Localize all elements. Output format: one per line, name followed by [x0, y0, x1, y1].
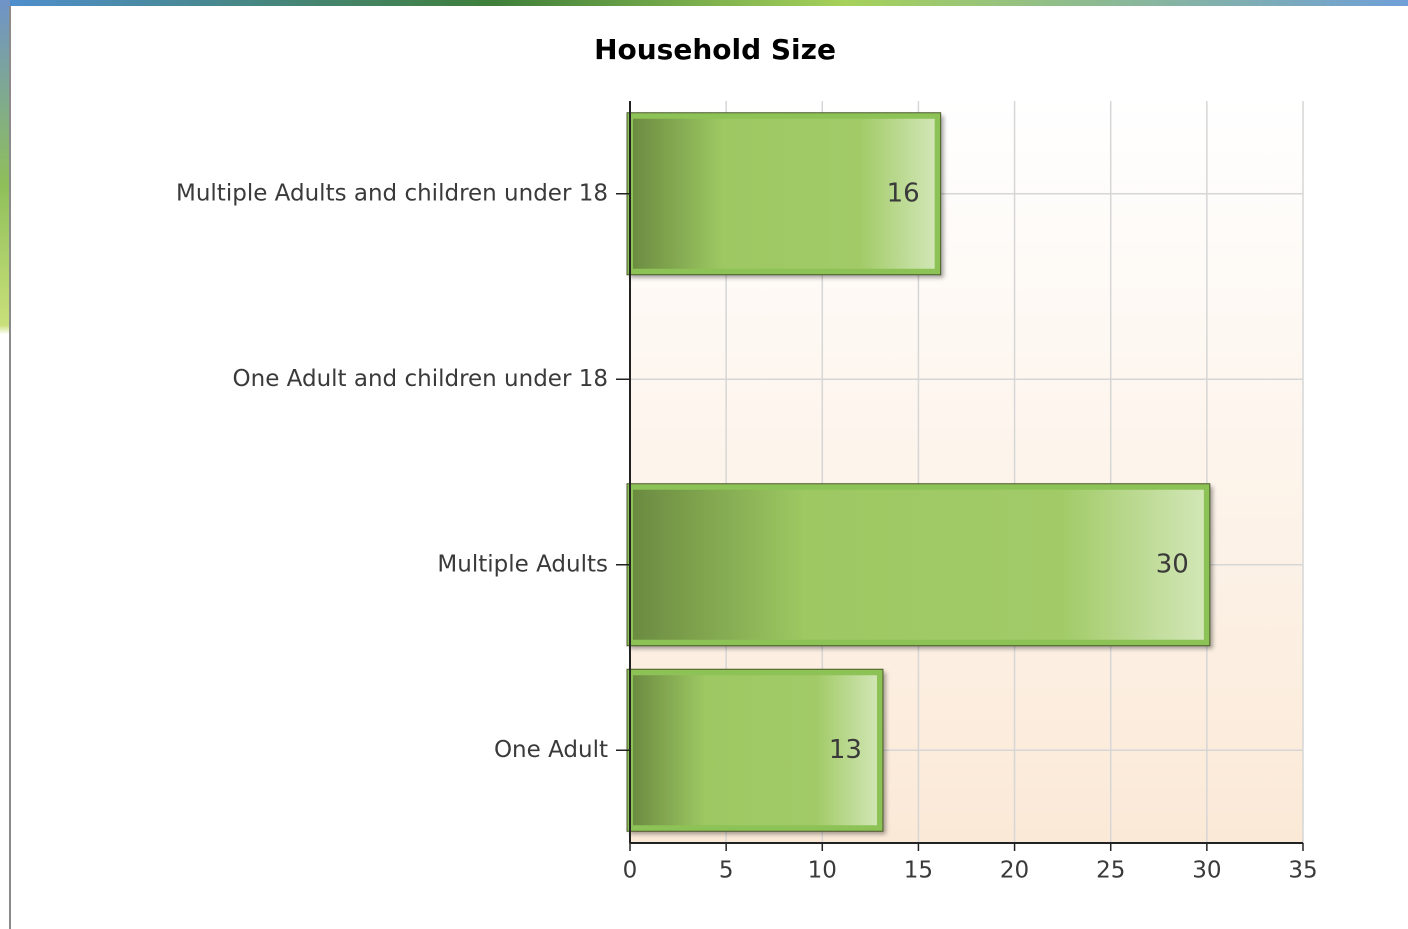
- x-tick-label: 0: [623, 858, 638, 884]
- chart-title: Household Size: [594, 33, 836, 66]
- x-tick-label: 20: [1000, 858, 1029, 884]
- x-tick-label: 35: [1288, 858, 1317, 884]
- data-label: 13: [829, 735, 862, 765]
- y-tick-label: Multiple Adults and children under 18: [176, 180, 608, 206]
- axes: 0 5 10 15 20 25 30 35 Multiple Adults and childr…: [176, 101, 1318, 884]
- bar: [627, 483, 1210, 646]
- top-decoration: [0, 0, 1408, 6]
- data-label: 16: [887, 178, 920, 208]
- bars: 16 30 13: [626, 112, 1211, 832]
- bar: [627, 112, 941, 275]
- side-decoration: [0, 0, 10, 929]
- x-tick-label: 15: [904, 858, 933, 884]
- x-tick-label: 25: [1096, 858, 1125, 884]
- x-tick-label: 5: [719, 858, 734, 884]
- x-tick-label: 30: [1192, 858, 1221, 884]
- data-label: 30: [1156, 549, 1189, 579]
- x-tick-label: 10: [808, 858, 837, 884]
- y-tick-label: One Adult and children under 18: [233, 366, 608, 392]
- y-tick-label: Multiple Adults: [437, 551, 608, 577]
- y-tick-label: One Adult: [494, 737, 608, 763]
